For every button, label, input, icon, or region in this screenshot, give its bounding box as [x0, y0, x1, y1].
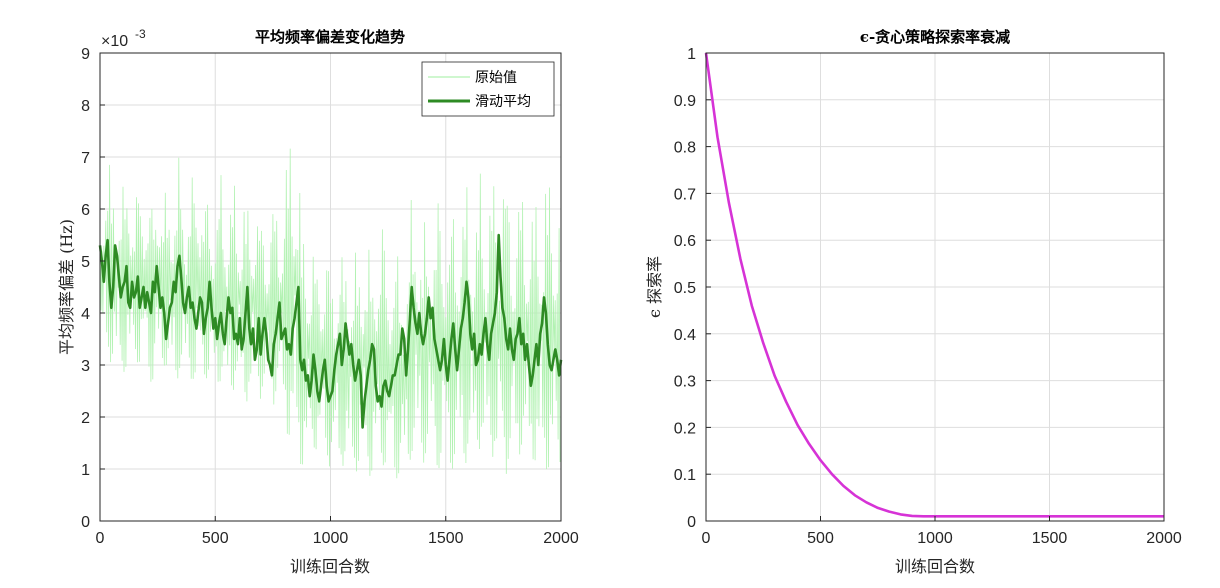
left-x-tick-label: 0 — [96, 530, 105, 547]
legend-raw-label: 原始值 — [475, 70, 517, 86]
left-y-exponent-base: ×10 — [101, 33, 128, 50]
right-y-ticks: 0 0.1 0.2 0.3 0.4 0.5 0.6 0.7 0.8 0.9 1 — [674, 46, 711, 531]
left-y-tick-label: 5 — [81, 254, 90, 271]
right-y-tick-label: 0.7 — [674, 186, 696, 203]
right-y-tick-label: 0.2 — [674, 420, 696, 437]
right-y-tick-label: 0.1 — [674, 467, 696, 484]
right-y-tick-label: 0.6 — [674, 233, 696, 250]
frequency-deviation-chart: 0 500 1000 1500 2000 0 1 2 3 4 5 6 7 8 9 平均频率偏差变化趋势 训… — [57, 27, 579, 576]
right-y-tick-label: 0.4 — [674, 327, 696, 344]
left-x-tick-label: 1500 — [428, 530, 464, 547]
left-y-tick-label: 3 — [81, 358, 90, 375]
right-x-tick-label: 2000 — [1146, 530, 1182, 547]
left-y-axis-label: 平均频率偏差 (Hz) — [57, 219, 76, 355]
left-y-ticks: 0 1 2 3 4 5 6 7 8 9 — [81, 46, 105, 531]
raw-series-group — [99, 148, 561, 479]
right-y-axis-label: ϵ 探索率 — [645, 256, 664, 318]
left-x-tick-label: 2000 — [543, 530, 579, 547]
right-x-tick-label: 0 — [702, 530, 711, 547]
raw-series-line — [99, 148, 561, 479]
smooth-series-group — [98, 233, 563, 429]
left-y-tick-label: 0 — [81, 514, 90, 531]
left-y-tick-label: 8 — [81, 98, 90, 115]
left-y-tick-label: 6 — [81, 202, 90, 219]
right-x-axis-label: 训练回合数 — [895, 557, 975, 576]
left-chart-title: 平均频率偏差变化趋势 — [255, 28, 405, 46]
left-y-tick-label: 4 — [81, 306, 90, 323]
legend: 原始值 滑动平均 — [421, 61, 555, 117]
left-y-tick-label: 7 — [81, 150, 90, 167]
left-y-tick-label: 1 — [81, 462, 90, 479]
legend-smooth-label: 滑动平均 — [475, 93, 531, 110]
left-y-tick-label: 9 — [81, 46, 90, 63]
right-x-ticks: 0 500 1000 1500 2000 — [702, 516, 1182, 547]
left-y-tick-label: 2 — [81, 410, 90, 427]
right-y-tick-label: 0.9 — [674, 93, 696, 110]
right-x-tick-label: 1500 — [1032, 530, 1068, 547]
epsilon-decay-chart: 0 500 1000 1500 2000 00.10.20.30.40.50.60.70… — [645, 28, 1182, 576]
left-y-exponent-power: -3 — [135, 27, 146, 41]
right-chart-title: ϵ-贪心策略探索率衰减 — [860, 28, 1010, 46]
right-grid — [705, 52, 1165, 522]
smooth-series-line — [98, 233, 563, 429]
right-y-tick-label: 0.5 — [674, 280, 696, 297]
legend-box — [421, 61, 555, 117]
right-x-tick-label: 1000 — [917, 530, 953, 547]
right-x-tick-label: 500 — [807, 530, 834, 547]
left-x-ticks: 0 500 1000 1500 2000 — [96, 516, 579, 547]
left-x-tick-label: 500 — [202, 530, 229, 547]
right-y-tick-label: 0 — [687, 514, 696, 531]
right-y-tick-label: 1 — [687, 46, 696, 63]
left-x-tick-label: 1000 — [313, 530, 349, 547]
right-y-tick-label: 0.8 — [674, 140, 696, 157]
left-x-axis-label: 训练回合数 — [290, 557, 370, 576]
right-y-tick-label: 0.3 — [674, 374, 696, 391]
